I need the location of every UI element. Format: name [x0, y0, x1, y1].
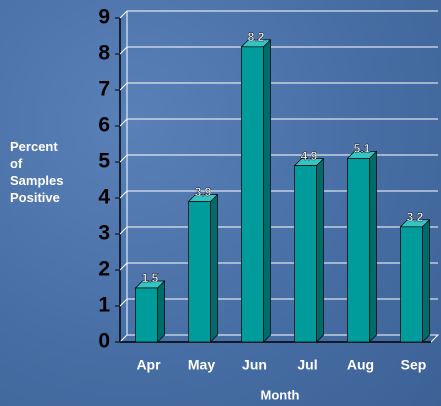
- grid-line: [119, 10, 438, 19]
- x-tick-label: May: [188, 357, 215, 373]
- grid-line: [119, 190, 438, 199]
- y-tick-label: 2: [98, 258, 110, 281]
- grid-line: [119, 82, 438, 91]
- data-label: 8.2: [248, 30, 265, 44]
- x-axis-label: Month: [261, 387, 300, 402]
- bar: [188, 201, 211, 343]
- y-tick-label: 7: [98, 78, 110, 101]
- bar-side: [263, 38, 271, 343]
- x-tick-label: Aug: [347, 357, 374, 373]
- floor: [118, 334, 440, 343]
- grid-line: [119, 46, 438, 55]
- x-tick-label: Sep: [401, 357, 427, 373]
- bar-side: [369, 150, 377, 343]
- y-tick-label: 5: [98, 150, 110, 173]
- y-axis-label: Percent of Samples Positive: [10, 139, 64, 205]
- data-label: 3.2: [407, 210, 424, 224]
- bar: [347, 158, 370, 343]
- bar-side: [422, 218, 430, 343]
- bar: [135, 287, 158, 343]
- bar: [400, 226, 423, 343]
- x-tick-label: Apr: [136, 357, 161, 373]
- grid-line: [119, 118, 438, 127]
- data-label: 4.9: [301, 149, 318, 163]
- y-tick-label: 6: [98, 114, 110, 137]
- grid-line: [119, 154, 438, 163]
- bar: [241, 46, 264, 343]
- x-tick-label: Jul: [297, 357, 317, 373]
- y-tick-label: 0: [98, 330, 110, 353]
- bar: [294, 165, 317, 343]
- bar-side: [157, 280, 165, 343]
- y-tick-label: 9: [98, 6, 110, 29]
- x-tick-label: Jun: [242, 357, 267, 373]
- data-label: 1.5: [142, 271, 159, 285]
- bar-side: [316, 157, 324, 343]
- grid-line: [119, 226, 438, 235]
- data-label: 5.1: [354, 142, 371, 156]
- bar-side: [210, 193, 218, 343]
- y-tick-label: 4: [98, 186, 110, 209]
- y-tick-label: 3: [98, 222, 110, 245]
- y-tick-label: 1: [98, 294, 110, 317]
- data-label: 3.9: [195, 185, 212, 199]
- y-tick-label: 8: [98, 42, 110, 65]
- grid-line: [119, 298, 438, 307]
- grid-line: [119, 262, 438, 271]
